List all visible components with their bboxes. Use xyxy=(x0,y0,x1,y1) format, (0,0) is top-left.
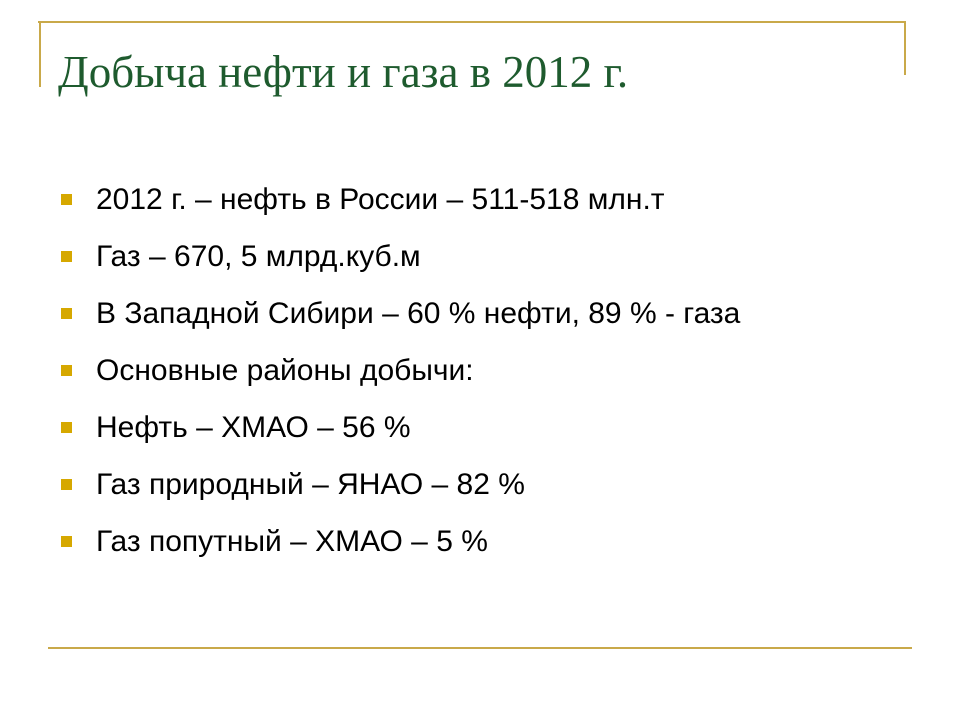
bullet-item: 2012 г. – нефть в России – 511-518 млн.т xyxy=(61,177,886,223)
bullet-item: Основные районы добычи: xyxy=(61,348,886,394)
bullet-item: Газ попутный – ХМАО – 5 % xyxy=(61,519,886,565)
bullet-list: 2012 г. – нефть в России – 511-518 млн.т… xyxy=(61,177,886,576)
bullet-item: В Западной Сибири – 60 % нефти, 89 % - г… xyxy=(61,291,886,337)
top-rule xyxy=(38,21,906,23)
bullet-item: Нефть – ХМАО – 56 % xyxy=(61,405,886,451)
bullet-item: Газ – 670, 5 млрд.куб.м xyxy=(61,234,886,280)
bottom-rule xyxy=(48,647,912,649)
bullet-item: Газ природный – ЯНАО – 82 % xyxy=(61,462,886,508)
right-rule xyxy=(904,21,906,75)
slide-title: Добыча нефти и газа в 2012 г. xyxy=(58,47,629,97)
left-rule xyxy=(39,21,41,87)
